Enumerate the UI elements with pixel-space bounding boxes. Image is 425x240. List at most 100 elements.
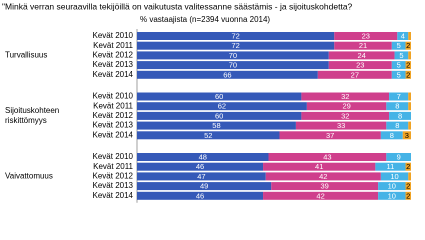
- data-label: 23: [356, 61, 364, 70]
- bar-segment: [137, 61, 329, 70]
- bar-segment: [137, 70, 318, 79]
- bar-segment: [405, 191, 411, 200]
- data-label: 10: [390, 172, 398, 181]
- data-label: 52: [204, 131, 212, 140]
- bar-segment: [137, 191, 264, 200]
- bar-segment: [328, 61, 392, 70]
- chart: "Minkä verran seuraavilla tekijöillä on …: [2, 1, 411, 203]
- bar-segment: [263, 162, 376, 171]
- bar-segment: [263, 191, 379, 200]
- bar-segment: [405, 162, 411, 171]
- data-label: 10: [388, 191, 396, 200]
- bar-segment: [328, 51, 395, 60]
- data-label: 33: [337, 121, 345, 130]
- bar-segment: [295, 121, 387, 130]
- data-label: 37: [326, 131, 334, 140]
- data-label: 2: [406, 162, 410, 171]
- bar-segment: [391, 41, 406, 50]
- bar-segment: [408, 32, 411, 40]
- bar-segment: [137, 162, 264, 171]
- data-label: 39: [321, 182, 329, 191]
- bar-segment: [389, 92, 409, 101]
- bar-segment: [265, 172, 381, 181]
- bar-segment: [408, 121, 411, 130]
- data-label: 2: [406, 191, 410, 200]
- bar-segment: [375, 162, 406, 171]
- bar-segment: [408, 92, 411, 101]
- group-label: riskittömyys: [5, 116, 47, 125]
- bar-segment: [394, 51, 409, 60]
- y-tick-label: Kevät 2011: [93, 162, 133, 171]
- data-label: 2: [406, 70, 410, 79]
- data-label: 72: [231, 31, 239, 40]
- data-label: 8: [398, 111, 402, 120]
- data-label: 24: [358, 51, 366, 60]
- bar-segment: [317, 70, 392, 79]
- data-label: 70: [229, 61, 237, 70]
- data-label: 3: [405, 131, 409, 140]
- data-label: 32: [341, 111, 349, 120]
- data-label: 62: [218, 102, 226, 111]
- y-tick-label: Kevät 2013: [93, 60, 134, 69]
- y-tick-label: Kevät 2012: [93, 111, 134, 120]
- bar-segment: [137, 92, 302, 101]
- y-tick-label: Kevät 2014: [93, 70, 134, 79]
- bar-segment: [380, 131, 403, 140]
- bar-segment: [137, 102, 307, 111]
- data-label: 2: [406, 41, 410, 50]
- bar-segment: [405, 41, 411, 50]
- bar-segment: [137, 182, 272, 191]
- data-label: 21: [359, 41, 367, 50]
- bar-segment: [378, 182, 406, 191]
- data-label: 41: [315, 162, 323, 171]
- bar-segment: [137, 121, 296, 130]
- data-label: 58: [212, 121, 220, 130]
- data-label: 32: [341, 92, 349, 101]
- data-label: 8: [395, 121, 399, 130]
- bar-segment: [380, 172, 409, 181]
- bar-segment: [405, 61, 411, 70]
- group-label: Turvallisuus: [5, 51, 47, 60]
- bar-segment: [268, 153, 387, 161]
- data-label: 27: [351, 70, 359, 79]
- data-label: 60: [215, 92, 223, 101]
- bar-segment: [386, 121, 409, 130]
- data-label: 2: [406, 182, 410, 191]
- bar-segment: [137, 41, 335, 50]
- group-label: Sijoituskohteen: [5, 106, 59, 115]
- y-tick-label: Kevät 2011: [93, 101, 133, 110]
- bar-segment: [378, 191, 406, 200]
- bar-segment: [301, 92, 390, 101]
- bar-segment: [334, 32, 398, 40]
- data-label: 9: [397, 152, 401, 161]
- chart-title: "Minkä verran seuraavilla tekijöillä on …: [2, 1, 353, 11]
- data-label: 5: [397, 70, 401, 79]
- data-label: 29: [342, 102, 350, 111]
- bar-segment: [405, 182, 411, 191]
- data-label: 23: [362, 31, 370, 40]
- data-label: 49: [200, 182, 208, 191]
- bar-segment: [306, 102, 387, 111]
- y-tick-label: Kevät 2010: [93, 152, 134, 161]
- data-label: 8: [390, 131, 394, 140]
- data-label: 8: [395, 102, 399, 111]
- y-tick-label: Kevät 2012: [93, 172, 134, 181]
- data-label: 43: [323, 152, 331, 161]
- y-tick-label: Kevät 2012: [93, 51, 134, 60]
- group-label: Vaivattomuus: [5, 172, 53, 181]
- bar-segment: [389, 111, 411, 120]
- data-label: 2: [406, 61, 410, 70]
- data-label: 47: [197, 172, 205, 181]
- data-label: 5: [397, 41, 401, 50]
- data-label: 7: [397, 92, 401, 101]
- bar-segment: [137, 131, 280, 140]
- y-tick-label: Kevät 2014: [93, 191, 134, 200]
- bar-segment: [279, 131, 381, 140]
- bar-segment: [386, 153, 411, 161]
- data-label: 66: [223, 70, 231, 79]
- bar-segment: [408, 102, 411, 111]
- bar-segment: [405, 70, 411, 79]
- data-label: 48: [199, 152, 207, 161]
- y-tick-label: Kevät 2011: [93, 41, 133, 50]
- bar-segment: [271, 182, 379, 191]
